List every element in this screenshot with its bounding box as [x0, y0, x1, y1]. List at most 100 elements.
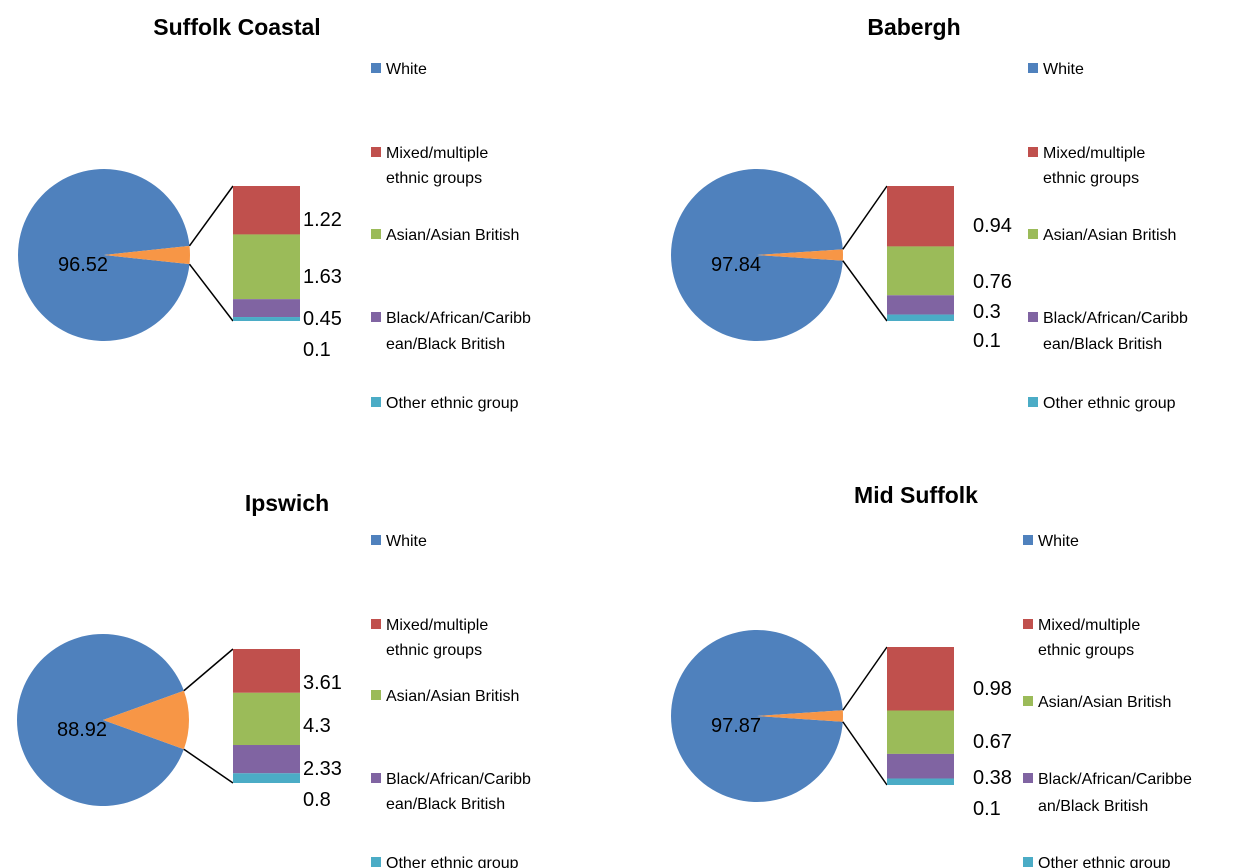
bar-segment-other — [233, 773, 300, 783]
pie-chart-2: Babergh 97.84 0.94 0.76 0.3 0.1 White Mixed/mul… — [671, 14, 1188, 412]
legend-white-text: White — [1038, 533, 1079, 550]
legend-white-text: White — [386, 61, 427, 78]
legend-black-cont-text: an/Black British — [1038, 798, 1148, 815]
bar-segment-black — [233, 299, 300, 318]
bar-segment-mixed — [233, 649, 300, 693]
legend-other-swatch — [371, 397, 381, 407]
legend-other-text: Other ethnic group — [386, 395, 519, 412]
legend-mixed-swatch — [371, 619, 381, 629]
legend-other-swatch — [1028, 397, 1038, 407]
legend-asian-text: Asian/Asian British — [386, 688, 519, 705]
bar-segment-asian — [887, 710, 954, 754]
data-label-asian: 1.63 — [303, 266, 342, 288]
bar-segment-other — [887, 778, 954, 785]
legend-other-text: Other ethnic group — [1038, 855, 1171, 868]
legend-other-text: Other ethnic group — [386, 855, 519, 868]
pie-chart-4: Mid Suffolk 97.87 0.98 0.67 0.38 0.1 White Mixe… — [671, 482, 1192, 868]
data-label-white: 97.84 — [711, 254, 761, 276]
legend-white-swatch — [1028, 63, 1038, 73]
data-label-white: 88.92 — [57, 719, 107, 741]
legend-asian-swatch — [371, 229, 381, 239]
connector-line-top — [842, 646, 888, 711]
data-label-black: 2.33 — [303, 758, 342, 780]
legend-asian-text: Asian/Asian British — [1038, 694, 1171, 711]
chart-title: Mid Suffolk — [854, 482, 978, 508]
data-label-white: 97.87 — [711, 715, 761, 737]
legend-black-text: Black/African/Caribb — [386, 771, 531, 788]
pie-slice-other-groups — [104, 245, 190, 265]
data-label-black: 0.3 — [973, 301, 1001, 323]
data-label-other: 0.1 — [973, 330, 1001, 352]
connector-line-top — [842, 185, 888, 250]
legend-black-cont-text: ean/Black British — [386, 336, 505, 353]
bar-segment-mixed — [887, 186, 954, 247]
bar-segment-other — [887, 314, 954, 321]
legend-asian-swatch — [371, 690, 381, 700]
data-label-mixed: 0.98 — [973, 678, 1012, 700]
bar-segment-asian — [233, 692, 300, 746]
data-label-other: 0.1 — [973, 798, 1001, 820]
pie-slice-white — [671, 630, 843, 803]
data-label-black: 0.45 — [303, 308, 342, 330]
legend-black-swatch — [371, 773, 381, 783]
bar-segment-black — [233, 745, 300, 774]
legend-other-swatch — [1023, 857, 1033, 867]
legend-mixed-cont-text: ethnic groups — [386, 642, 482, 659]
legend-white-swatch — [1023, 535, 1033, 545]
chart-title: Suffolk Coastal — [153, 14, 320, 40]
data-label-mixed: 3.61 — [303, 672, 342, 694]
bar-segment-mixed — [233, 186, 300, 235]
connector-line-bottom — [183, 748, 234, 784]
legend-white-text: White — [1043, 61, 1084, 78]
legend-mixed-text: Mixed/multiple — [386, 145, 488, 162]
legend-mixed-text: Mixed/multiple — [1043, 145, 1145, 162]
bar-segment-asian — [887, 246, 954, 296]
pie-slice-other-groups — [103, 690, 189, 750]
legend-white-text: White — [386, 533, 427, 550]
legend-asian-swatch — [1028, 229, 1038, 239]
chart-title: Ipswich — [245, 490, 329, 516]
legend-mixed-swatch — [1028, 147, 1038, 157]
legend-other-swatch — [371, 857, 381, 867]
pie-slice-other-groups — [757, 710, 844, 722]
legend-black-swatch — [371, 312, 381, 322]
chart-title: Babergh — [867, 14, 960, 40]
pie-slice-white — [671, 168, 843, 341]
connector-line-bottom — [842, 721, 888, 786]
legend-mixed-cont-text: ethnic groups — [1043, 170, 1139, 187]
bar-segment-black — [887, 295, 954, 315]
legend-black-cont-text: ean/Black British — [1043, 336, 1162, 353]
data-label-mixed: 1.22 — [303, 209, 342, 231]
connector-line-top — [188, 185, 234, 247]
legend-mixed-cont-text: ethnic groups — [386, 170, 482, 187]
pie-slice-white — [18, 169, 190, 342]
data-label-other: 0.1 — [303, 339, 331, 361]
legend-other-text: Other ethnic group — [1043, 395, 1176, 412]
legend-mixed-cont-text: ethnic groups — [1038, 642, 1134, 659]
legend-asian-text: Asian/Asian British — [1043, 227, 1176, 244]
data-label-asian: 0.67 — [973, 731, 1012, 753]
legend-mixed-text: Mixed/multiple — [386, 617, 488, 634]
bar-segment-mixed — [887, 647, 954, 711]
legend-black-text: Black/African/Caribbe — [1038, 771, 1192, 788]
connector-line-bottom — [188, 263, 234, 322]
data-label-other: 0.8 — [303, 789, 331, 811]
bar-segment-other — [233, 317, 300, 321]
data-label-black: 0.38 — [973, 767, 1012, 789]
pie-chart-3: Ipswich 88.92 3.61 4.3 2.33 0.8 White Mixed/mul… — [16, 490, 531, 868]
legend-mixed-text: Mixed/multiple — [1038, 617, 1140, 634]
legend-black-cont-text: ean/Black British — [386, 796, 505, 813]
pie-slice-other-groups — [757, 249, 843, 261]
legend-asian-text: Asian/Asian British — [386, 227, 519, 244]
data-label-mixed: 0.94 — [973, 215, 1012, 237]
legend-mixed-swatch — [371, 147, 381, 157]
bar-segment-black — [887, 753, 954, 779]
connector-line-top — [183, 648, 234, 692]
data-label-asian: 4.3 — [303, 715, 331, 737]
connector-line-bottom — [842, 260, 888, 322]
bar-segment-asian — [233, 234, 300, 300]
legend-black-text: Black/African/Caribb — [1043, 310, 1188, 327]
legend-black-swatch — [1023, 773, 1033, 783]
legend-asian-swatch — [1023, 696, 1033, 706]
